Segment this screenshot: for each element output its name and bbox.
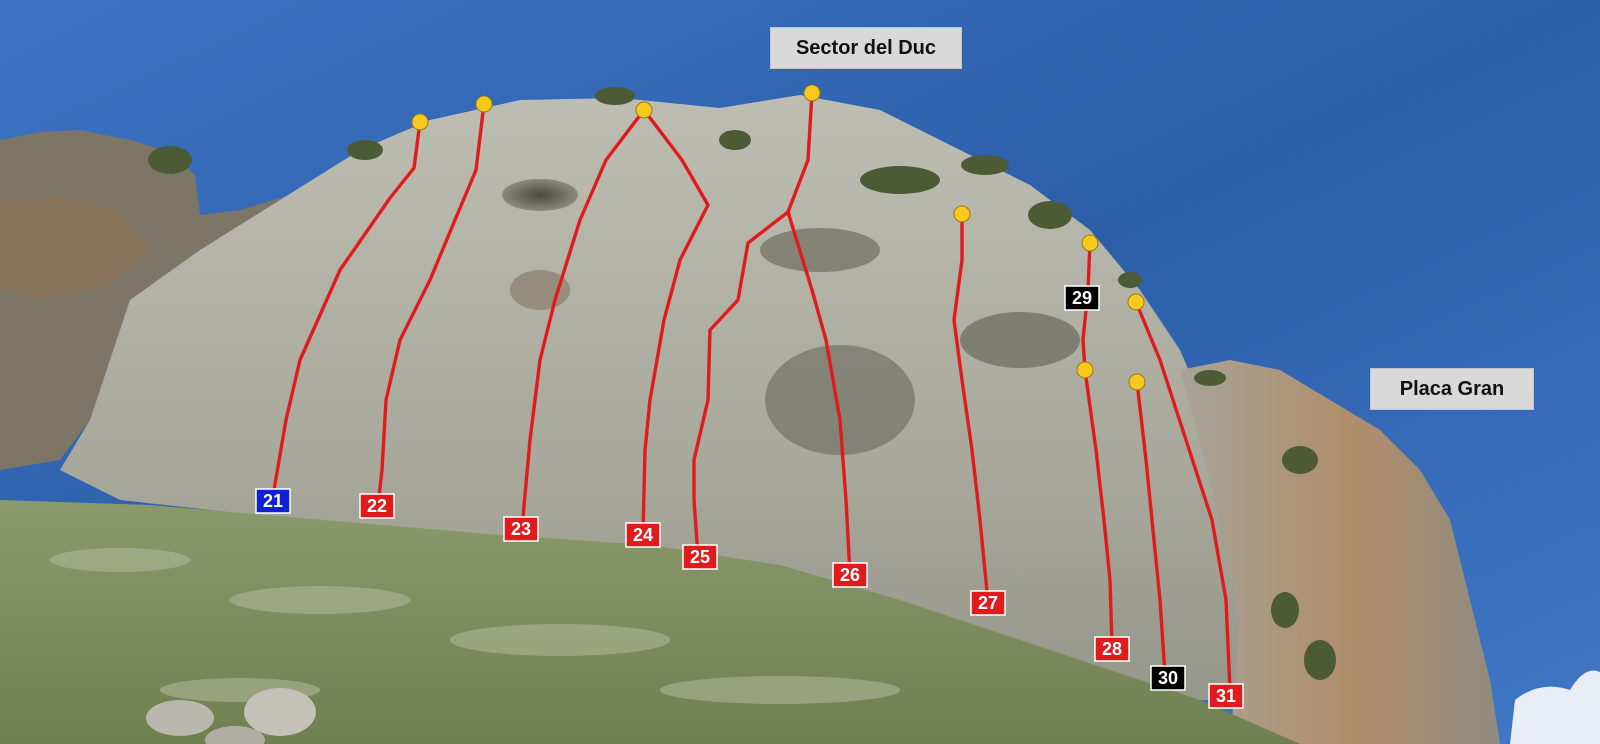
route-line-29[interactable]	[1081, 241, 1092, 372]
anchor-22[interactable]	[475, 95, 493, 113]
route-number: 25	[690, 547, 710, 567]
route-badge-24[interactable]: 24	[625, 522, 661, 548]
route-line-27[interactable]	[952, 212, 990, 604]
anchor-23-24[interactable]	[635, 101, 653, 119]
route-number: 28	[1102, 639, 1122, 659]
route-number: 21	[263, 491, 283, 511]
route-line-21[interactable]	[272, 120, 422, 492]
anchor-30[interactable]	[1128, 373, 1146, 391]
anchor-29[interactable]	[1081, 234, 1099, 252]
route-number: 24	[633, 525, 653, 545]
sector-label-main: Sector del Duc	[770, 27, 962, 69]
route-line-31[interactable]	[1134, 300, 1232, 692]
route-badge-22[interactable]: 22	[359, 493, 395, 519]
route-badge-26[interactable]: 26	[832, 562, 868, 588]
anchor-25-26[interactable]	[803, 84, 821, 102]
route-number: 22	[367, 496, 387, 516]
route-badge-29[interactable]: 29	[1064, 285, 1100, 311]
route-line-26[interactable]	[786, 210, 852, 576]
route-badge-31[interactable]: 31	[1208, 683, 1244, 709]
sector-label-secondary: Placa Gran	[1370, 368, 1534, 410]
route-badge-30[interactable]: 30	[1150, 665, 1186, 691]
route-number: 27	[978, 593, 998, 613]
route-number: 26	[840, 565, 860, 585]
cloud	[1510, 670, 1600, 744]
route-line-28[interactable]	[1083, 368, 1114, 647]
route-badge-25[interactable]: 25	[682, 544, 718, 570]
anchor-31[interactable]	[1127, 293, 1145, 311]
route-badge-27[interactable]: 27	[970, 590, 1006, 616]
anchor-27[interactable]	[953, 205, 971, 223]
route-line-24[interactable]	[641, 108, 710, 536]
anchor-28[interactable]	[1076, 361, 1094, 379]
route-badge-28[interactable]: 28	[1094, 636, 1130, 662]
placa-gran-wall	[1180, 360, 1500, 744]
boulder	[244, 688, 316, 736]
anchor-21[interactable]	[411, 113, 429, 131]
route-line-30[interactable]	[1135, 380, 1167, 677]
shrubs	[148, 87, 1336, 680]
route-badge-21[interactable]: 21	[255, 488, 291, 514]
route-number: 31	[1216, 686, 1236, 706]
route-line-25[interactable]	[692, 91, 814, 558]
route-line-23[interactable]	[520, 108, 646, 530]
route-number: 23	[511, 519, 531, 539]
route-line-22[interactable]	[376, 102, 486, 507]
route-number: 30	[1158, 668, 1178, 688]
boulder	[205, 726, 265, 744]
grass-slope	[0, 500, 1300, 744]
route-badge-23[interactable]: 23	[503, 516, 539, 542]
boulder	[146, 700, 214, 736]
route-number: 29	[1072, 288, 1092, 308]
main-rock-face	[60, 95, 1270, 700]
